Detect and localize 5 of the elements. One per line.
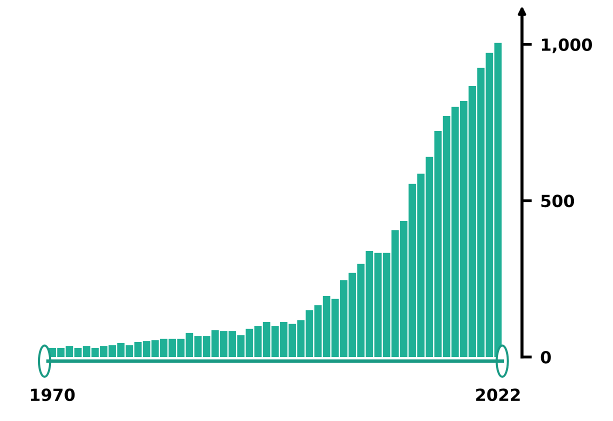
x-tick-label: 1970 xyxy=(30,388,75,402)
y-tick-label: 500 xyxy=(541,194,574,208)
x-tick-label: 2022 xyxy=(476,388,520,402)
y-tick-label: 0 xyxy=(540,350,551,364)
y-tick-label: 1,000 xyxy=(542,38,592,54)
